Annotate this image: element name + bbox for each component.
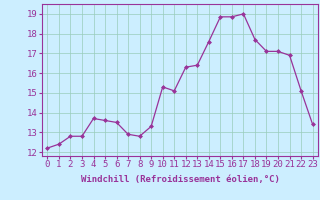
X-axis label: Windchill (Refroidissement éolien,°C): Windchill (Refroidissement éolien,°C) [81,175,279,184]
